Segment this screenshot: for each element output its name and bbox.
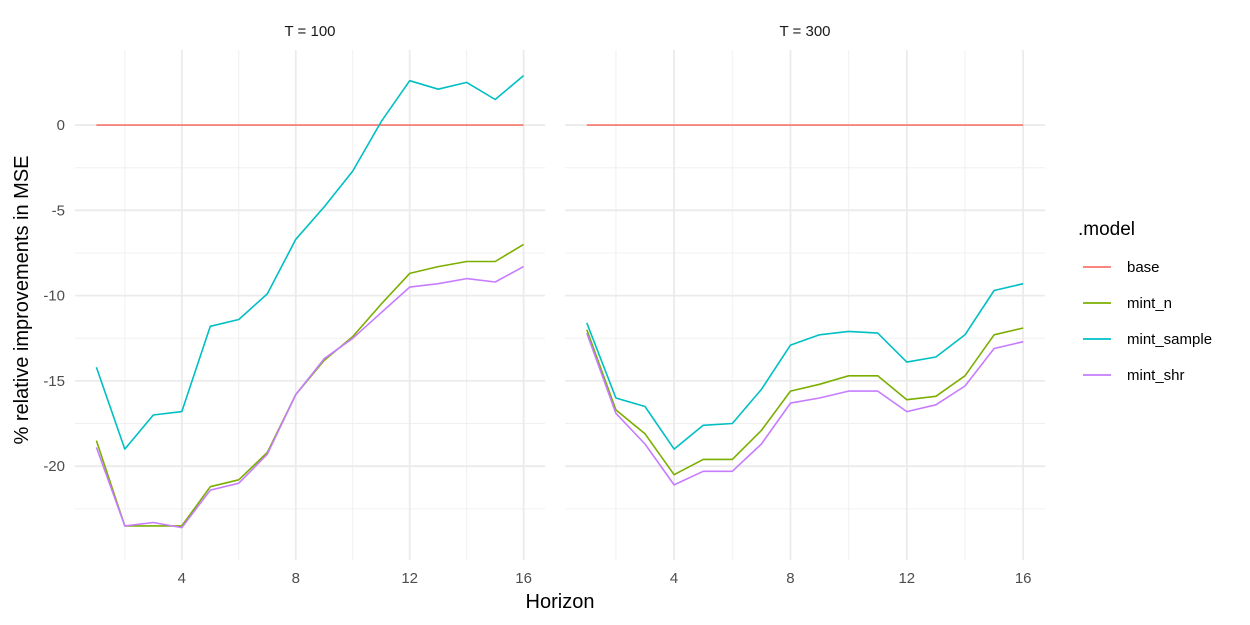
legend-label-base: base: [1127, 259, 1160, 276]
facet-panel: T = 300 4 8 12 16: [565, 23, 1045, 587]
facet-panels: T = 100 4 8 12 16 0 -5 -10 -15 -20 T = 300 4 8 12 16: [43, 23, 1045, 587]
series-line-mint_n: [586, 327, 1024, 476]
series-line-mint_shr: [586, 332, 1024, 486]
legend-label-mint_sample: mint_sample: [1127, 331, 1212, 348]
x-tick-label: 8: [292, 570, 300, 587]
legend-label-mint_shr: mint_shr: [1127, 367, 1185, 384]
x-axis-title: Horizon: [526, 591, 595, 613]
y-tick-label: -10: [43, 288, 65, 305]
series-line-mint_sample: [586, 282, 1024, 450]
y-tick-label: -5: [52, 202, 65, 219]
x-tick-label: 12: [401, 570, 418, 587]
y-tick-label: -15: [43, 373, 65, 390]
x-tick-label: 8: [786, 570, 794, 587]
legend-title: .model: [1078, 219, 1135, 240]
facet-panel: T = 100 4 8 12 16 0 -5 -10 -15 -20: [43, 23, 545, 587]
legend: .model base mint_n mint_sample mint_shr: [1078, 219, 1212, 384]
y-tick-label: 0: [57, 117, 65, 134]
series-line-mint_sample: [95, 74, 525, 450]
x-tick-label: 16: [1015, 570, 1032, 587]
x-tick-label: 12: [898, 570, 915, 587]
series-line-mint_shr: [95, 265, 524, 529]
x-tick-label: 16: [515, 570, 532, 587]
facet-strip-label: T = 100: [284, 23, 335, 40]
facet-strip-label: T = 300: [779, 23, 830, 40]
legend-label-mint_n: mint_n: [1127, 295, 1172, 312]
y-tick-label: -20: [43, 458, 65, 475]
x-tick-label: 4: [178, 570, 186, 587]
series-line-mint_n: [95, 243, 525, 527]
y-axis-title: % relative improvements in MSE: [11, 156, 33, 445]
x-tick-label: 4: [670, 570, 678, 587]
